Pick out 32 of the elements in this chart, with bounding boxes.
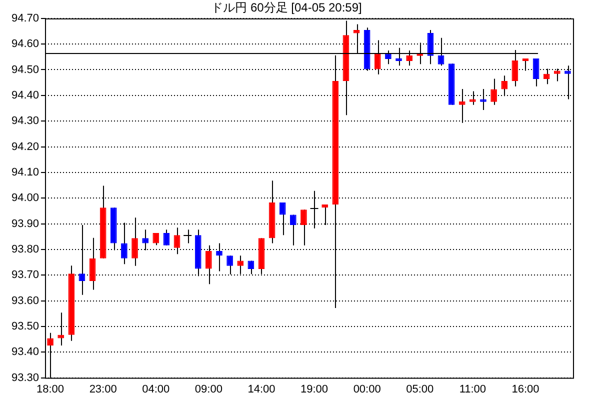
y-tick-label: 94.50 (11, 64, 39, 76)
candlestick (226, 255, 233, 275)
y-tick-label: 93.80 (11, 243, 39, 256)
x-tick-label: 16:00 (512, 383, 540, 396)
y-tick-label: 93.60 (11, 294, 39, 307)
candlestick (248, 260, 254, 275)
y-tick-label: 93.40 (11, 346, 39, 358)
x-tick-label: 23:00 (89, 383, 117, 396)
y-tick-label: 94.20 (11, 140, 39, 153)
candlestick (163, 229, 170, 246)
y-tick-label: 94.30 (11, 115, 39, 128)
y-tick-label: 94.40 (11, 89, 39, 102)
x-tick-label: 09:00 (194, 383, 222, 396)
x-tick-label: 18:00 (36, 383, 64, 396)
y-tick-label: 93.70 (11, 269, 39, 282)
x-tick-label: 19:00 (300, 383, 328, 396)
y-tick-label: 93.50 (11, 320, 39, 332)
y-tick-label: 94.00 (11, 192, 39, 204)
y-tick-label: 93.90 (11, 218, 39, 230)
candlestick (458, 88, 466, 124)
y-tick-label: 94.70 (11, 12, 39, 24)
x-tick-label: 00:00 (353, 383, 381, 396)
x-tick-label: 04:00 (142, 383, 170, 396)
candlestick (501, 75, 508, 97)
x-tick-label: 11:00 (459, 383, 486, 396)
y-tick-label: 94.60 (11, 38, 39, 50)
x-tick-label: 05:00 (406, 383, 434, 396)
y-tick-label: 94.10 (11, 166, 39, 178)
candlestick (480, 88, 486, 111)
chart-title: ドル円 60分足 [04-05 20:59] (211, 0, 362, 15)
x-tick-label: 14:00 (248, 383, 276, 396)
y-tick-label: 93.30 (11, 372, 39, 384)
